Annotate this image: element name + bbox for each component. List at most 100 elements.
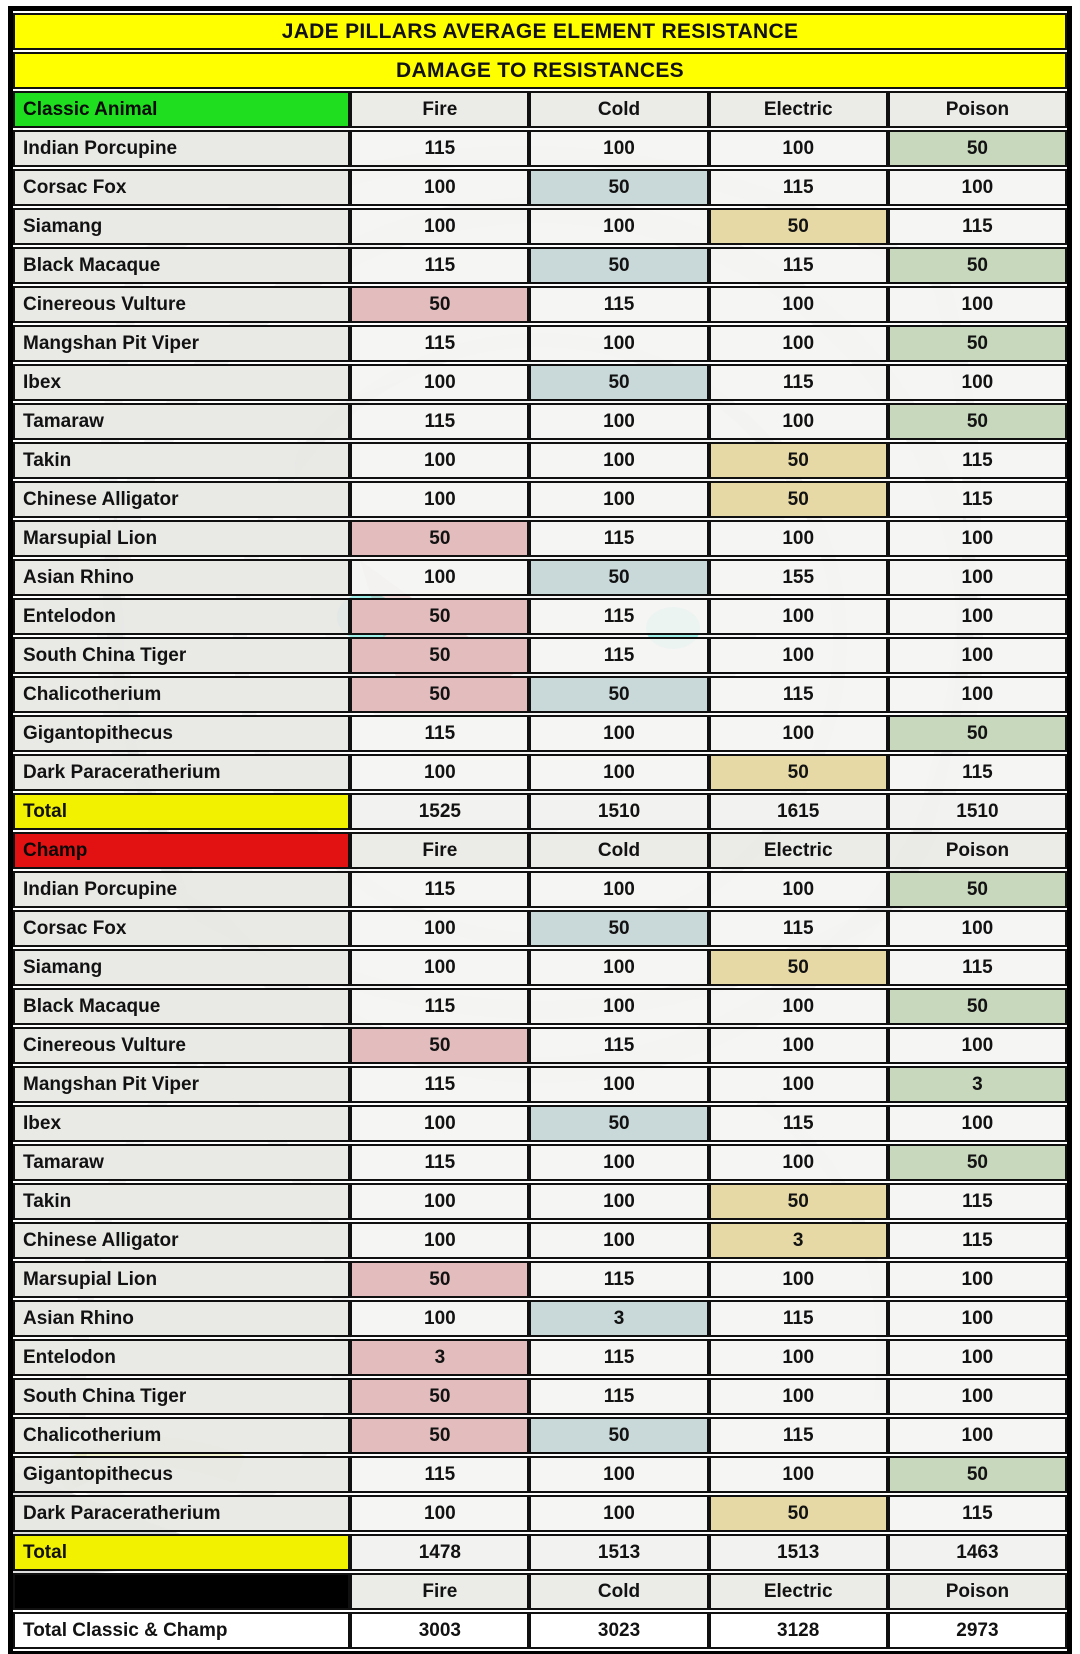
column-header-cold-icon-less: Cold	[529, 91, 709, 128]
total-value-cell: 1478	[350, 1534, 530, 1571]
value-cell: 50	[350, 286, 530, 323]
value-cell: 50	[887, 1144, 1067, 1181]
grand-total-value-cell: 2973	[887, 1612, 1067, 1649]
value-cell: 100	[529, 403, 709, 440]
value-cell: 115	[350, 1144, 530, 1181]
value-cell: 50	[708, 949, 888, 986]
value-cell: 100	[529, 871, 709, 908]
column-header-electric-icon-less: Electric	[708, 1573, 888, 1610]
total-value-cell: 1510	[887, 793, 1067, 830]
value-cell: 100	[529, 1144, 709, 1181]
animal-name-cell: Ibex	[13, 1105, 351, 1142]
value-cell: 50	[529, 1417, 709, 1454]
table-row: Dark Paraceratherium 100 100 50 115	[13, 754, 1067, 791]
animal-name-cell: Indian Porcupine	[13, 871, 351, 908]
title-row: JADE PILLARS AVERAGE ELEMENT RESISTANCE	[13, 13, 1067, 50]
value-cell: 100	[708, 403, 888, 440]
table-row: Corsac Fox 100 50 115 100	[13, 169, 1067, 206]
value-cell: 3	[887, 1066, 1067, 1103]
animal-name-cell: Corsac Fox	[13, 910, 351, 947]
animal-name-cell: Asian Rhino	[13, 1300, 351, 1337]
value-cell: 50	[529, 559, 709, 596]
table-row: Cinereous Vulture 50 115 100 100	[13, 286, 1067, 323]
table-row: Chalicotherium 50 50 115 100	[13, 1417, 1067, 1454]
section-header-classic: Classic Animal	[13, 91, 351, 128]
table-row: Dark Paraceratherium 100 100 50 115	[13, 1495, 1067, 1532]
column-header-poison-icon-less: Poison	[887, 91, 1067, 128]
value-cell: 50	[708, 481, 888, 518]
total-value-cell: 1615	[708, 793, 888, 830]
animal-name-cell: Cinereous Vulture	[13, 286, 351, 323]
value-cell: 100	[529, 1066, 709, 1103]
value-cell: 115	[887, 208, 1067, 245]
value-cell: 100	[708, 325, 888, 362]
grand-total-value-cell: 3128	[708, 1612, 888, 1649]
value-cell: 100	[887, 286, 1067, 323]
value-cell: 100	[887, 637, 1067, 674]
table-row: Asian Rhino 100 3 115 100	[13, 1300, 1067, 1337]
table-row: Asian Rhino 100 50 155 100	[13, 559, 1067, 596]
animal-name-cell: Ibex	[13, 364, 351, 401]
table-row: Indian Porcupine 115 100 100 50	[13, 130, 1067, 167]
value-cell: 115	[350, 130, 530, 167]
value-cell: 115	[887, 481, 1067, 518]
animal-name-cell: Asian Rhino	[13, 559, 351, 596]
animal-name-cell: Gigantopithecus	[13, 1456, 351, 1493]
value-cell: 100	[529, 1222, 709, 1259]
table-row: Gigantopithecus 115 100 100 50	[13, 1456, 1067, 1493]
column-header-row-champ: Champ Fire Cold Electric Poison	[13, 832, 1067, 869]
table-row: Takin 100 100 50 115	[13, 1183, 1067, 1220]
table-row: Mangshan Pit Viper 115 100 100 50	[13, 325, 1067, 362]
table-row: Ibex 100 50 115 100	[13, 1105, 1067, 1142]
value-cell: 115	[529, 1378, 709, 1415]
table-row: South China Tiger 50 115 100 100	[13, 1378, 1067, 1415]
value-cell: 115	[708, 169, 888, 206]
value-cell: 50	[350, 1261, 530, 1298]
value-cell: 50	[887, 247, 1067, 284]
value-cell: 50	[350, 1417, 530, 1454]
value-cell: 100	[887, 1105, 1067, 1142]
value-cell: 100	[887, 169, 1067, 206]
value-cell: 100	[350, 169, 530, 206]
animal-name-cell: Corsac Fox	[13, 169, 351, 206]
value-cell: 50	[529, 910, 709, 947]
value-cell: 100	[529, 208, 709, 245]
table-row: Chalicotherium 50 50 115 100	[13, 676, 1067, 713]
value-cell: 50	[708, 754, 888, 791]
value-cell: 100	[708, 715, 888, 752]
value-cell: 3	[350, 1339, 530, 1376]
value-cell: 100	[708, 286, 888, 323]
column-header-electric-icon-less: Electric	[708, 832, 888, 869]
table-row: Marsupial Lion 50 115 100 100	[13, 520, 1067, 557]
value-cell: 100	[887, 1378, 1067, 1415]
value-cell: 100	[529, 949, 709, 986]
grand-total-row: Total Classic & Champ 3003 3023 3128 2973	[13, 1612, 1067, 1649]
value-cell: 50	[708, 208, 888, 245]
animal-name-cell: Mangshan Pit Viper	[13, 325, 351, 362]
value-cell: 100	[708, 1066, 888, 1103]
value-cell: 100	[350, 1183, 530, 1220]
animal-name-cell: Black Macaque	[13, 988, 351, 1025]
animal-name-cell: Marsupial Lion	[13, 520, 351, 557]
value-cell: 155	[708, 559, 888, 596]
animal-name-cell: Tamaraw	[13, 403, 351, 440]
champ-section: Champ Fire Cold Electric Poison Indian Porcup…	[13, 832, 1067, 1571]
table-row: Chinese Alligator 100 100 50 115	[13, 481, 1067, 518]
value-cell: 115	[887, 1183, 1067, 1220]
value-cell: 100	[887, 364, 1067, 401]
column-header-row-grand: Fire Cold Electric Poison	[13, 1573, 1067, 1610]
table-row: Gigantopithecus 115 100 100 50	[13, 715, 1067, 752]
total-value-cell: 1463	[887, 1534, 1067, 1571]
value-cell: 50	[887, 988, 1067, 1025]
value-cell: 50	[708, 1495, 888, 1532]
animal-name-cell: Marsupial Lion	[13, 1261, 351, 1298]
value-cell: 100	[350, 1105, 530, 1142]
value-cell: 100	[708, 871, 888, 908]
value-cell: 115	[887, 754, 1067, 791]
animal-name-cell: Chinese Alligator	[13, 1222, 351, 1259]
value-cell: 115	[708, 1417, 888, 1454]
value-cell: 50	[529, 247, 709, 284]
value-cell: 115	[887, 442, 1067, 479]
value-cell: 100	[350, 949, 530, 986]
total-label-cell: Total	[13, 1534, 351, 1571]
